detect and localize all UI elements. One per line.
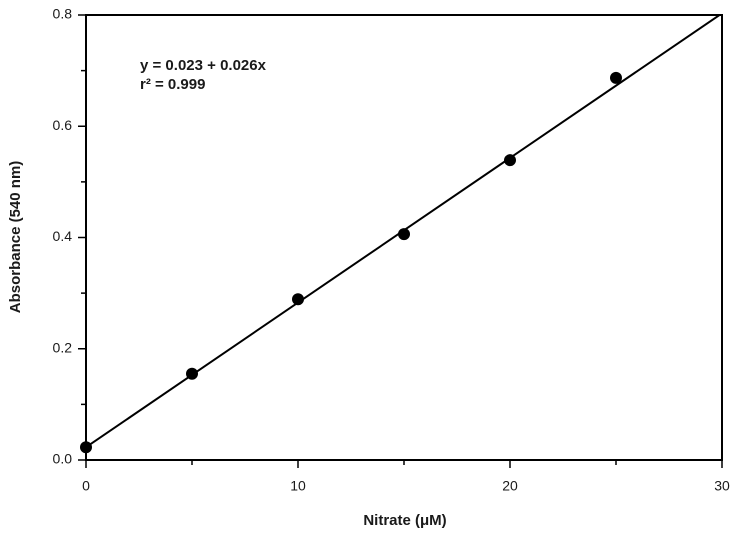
data-point <box>504 154 516 167</box>
x-tick-label: 10 <box>290 478 306 494</box>
y-tick-label: 0.4 <box>53 228 73 244</box>
x-tick-label: 0 <box>82 478 90 494</box>
y-tick-label: 0.0 <box>53 451 73 467</box>
y-tick-label: 0.8 <box>53 6 73 22</box>
data-point <box>186 367 198 380</box>
data-point <box>398 228 410 241</box>
x-tick-label: 20 <box>502 478 518 494</box>
data-point <box>610 71 622 84</box>
y-tick-label: 0.6 <box>53 117 73 133</box>
data-point <box>292 293 304 306</box>
x-axis-title: Nitrate (μM) <box>363 512 446 529</box>
y-tick-label: 0.2 <box>53 339 73 355</box>
x-tick-label: 30 <box>714 478 730 494</box>
r-squared: r² = 0.999 <box>140 76 205 93</box>
y-axis-title: Absorbance (540 nm) <box>7 161 24 314</box>
equation: y = 0.023 + 0.026x <box>140 57 267 74</box>
data-point <box>80 441 92 454</box>
